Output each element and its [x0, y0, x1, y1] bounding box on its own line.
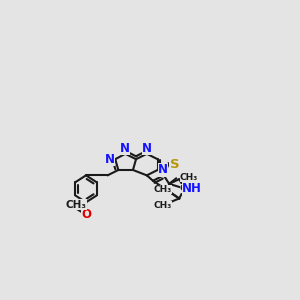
Text: CH₃: CH₃	[65, 200, 86, 210]
Text: CH₃: CH₃	[154, 185, 172, 194]
Text: N: N	[120, 142, 130, 155]
Text: N: N	[158, 164, 168, 176]
Text: S: S	[170, 158, 179, 171]
Text: N: N	[105, 153, 115, 166]
Text: CH₃: CH₃	[180, 184, 198, 193]
Text: NH: NH	[182, 182, 202, 195]
Text: O: O	[81, 208, 91, 221]
Text: N: N	[142, 142, 152, 155]
Text: CH₃: CH₃	[153, 201, 171, 210]
Text: CH₃: CH₃	[180, 173, 198, 182]
